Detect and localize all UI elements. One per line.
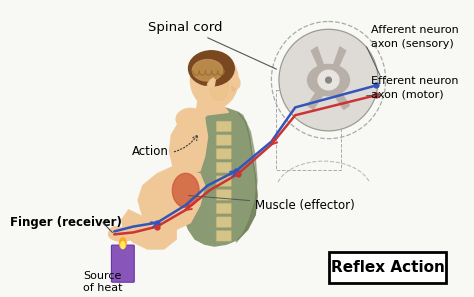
FancyBboxPatch shape	[216, 189, 231, 200]
Polygon shape	[109, 227, 124, 236]
Ellipse shape	[210, 71, 228, 101]
Ellipse shape	[109, 228, 135, 241]
Polygon shape	[138, 166, 205, 230]
Ellipse shape	[192, 60, 223, 81]
FancyBboxPatch shape	[216, 217, 231, 228]
Circle shape	[326, 77, 331, 83]
Circle shape	[279, 29, 378, 131]
Polygon shape	[332, 47, 346, 72]
FancyBboxPatch shape	[216, 230, 231, 241]
Text: Efferent neuron
axon (motor): Efferent neuron axon (motor)	[371, 76, 459, 100]
Polygon shape	[333, 88, 349, 109]
Polygon shape	[231, 86, 236, 92]
Ellipse shape	[173, 173, 199, 208]
Ellipse shape	[191, 52, 238, 108]
Text: Muscle (effector): Muscle (effector)	[189, 195, 355, 211]
Polygon shape	[205, 106, 228, 115]
Ellipse shape	[119, 238, 126, 249]
Ellipse shape	[189, 51, 234, 86]
Polygon shape	[122, 210, 176, 249]
Text: Spinal cord: Spinal cord	[147, 21, 276, 69]
FancyBboxPatch shape	[216, 176, 231, 187]
Text: Action: Action	[132, 135, 198, 158]
Polygon shape	[308, 88, 324, 109]
Polygon shape	[236, 112, 257, 242]
Ellipse shape	[176, 108, 205, 130]
Text: Source
of heat: Source of heat	[83, 271, 123, 293]
FancyBboxPatch shape	[111, 245, 134, 282]
Ellipse shape	[121, 242, 125, 249]
Polygon shape	[191, 86, 211, 122]
Ellipse shape	[308, 64, 349, 96]
Ellipse shape	[318, 70, 339, 90]
Text: Afferent neuron
axon (sensory): Afferent neuron axon (sensory)	[371, 25, 459, 49]
Ellipse shape	[232, 77, 240, 89]
Polygon shape	[208, 78, 215, 88]
FancyBboxPatch shape	[216, 203, 231, 214]
FancyBboxPatch shape	[216, 121, 231, 132]
Text: Reflex Action: Reflex Action	[330, 260, 445, 275]
FancyBboxPatch shape	[329, 252, 446, 283]
Polygon shape	[181, 108, 257, 246]
FancyBboxPatch shape	[216, 148, 231, 159]
FancyBboxPatch shape	[216, 162, 231, 173]
Polygon shape	[170, 117, 208, 174]
Text: Finger (receiver): Finger (receiver)	[9, 216, 121, 229]
FancyBboxPatch shape	[216, 135, 231, 146]
Polygon shape	[311, 47, 325, 72]
